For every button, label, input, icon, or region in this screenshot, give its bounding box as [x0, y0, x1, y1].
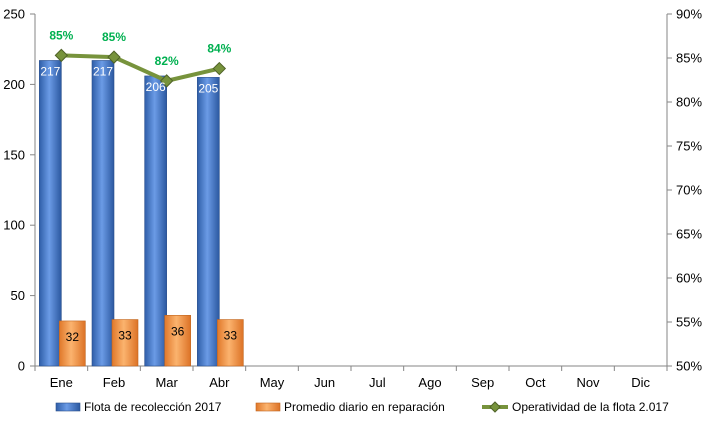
- line-marker-operatividad: [107, 50, 121, 64]
- y-left-tick-label: 50: [11, 288, 25, 303]
- x-tick-label: Jul: [369, 375, 386, 390]
- data-label-reparacion: 36: [171, 324, 185, 338]
- y-left-tick-label: 250: [3, 7, 25, 22]
- y-right-tick-label: 75%: [676, 139, 702, 154]
- data-label-reparacion: 32: [66, 330, 80, 344]
- x-tick-label: Dic: [631, 375, 650, 390]
- bar-reparacion: [164, 315, 191, 367]
- y-right-tick-label: 80%: [676, 95, 702, 110]
- line-marker-operatividad: [54, 48, 69, 63]
- bar-reparacion: [59, 320, 86, 367]
- line-marker-operatividad: [212, 61, 227, 76]
- bar-flota: [197, 77, 220, 367]
- bar-reparacion: [111, 319, 139, 367]
- legend-label-operatividad: Operatividad de la flota 2.017: [512, 400, 669, 414]
- legend-swatch-reparacion: [255, 402, 281, 412]
- data-label-reparacion: 33: [118, 329, 132, 343]
- legend-label-flota: Flota de recolección 2017: [84, 400, 222, 414]
- bar-reparacion: [217, 319, 244, 367]
- bar-flota: [144, 75, 167, 367]
- data-label-operatividad: 84%: [207, 42, 231, 56]
- x-tick-label: Abr: [209, 375, 230, 390]
- bar-flota: [39, 60, 62, 367]
- x-tick-label: Mar: [155, 375, 178, 390]
- data-label-flota: 206: [146, 80, 166, 94]
- x-tick-label: Sep: [471, 375, 494, 390]
- y-right-tick-label: 90%: [676, 7, 702, 22]
- legend-marker-operatividad: [489, 401, 501, 413]
- data-label-flota: 217: [40, 64, 60, 78]
- y-left-tick-label: 0: [18, 359, 25, 374]
- data-label-reparacion: 33: [224, 329, 238, 343]
- legend-label-reparacion: Promedio diario en reparación: [284, 400, 445, 414]
- data-label-flota: 217: [93, 64, 113, 78]
- y-left-tick-label: 200: [3, 77, 25, 92]
- data-label-operatividad: 85%: [102, 30, 126, 44]
- y-right-tick-label: 65%: [676, 227, 702, 242]
- y-right-tick-label: 60%: [676, 271, 702, 286]
- y-left-tick-label: 100: [3, 218, 25, 233]
- y-right-tick-label: 50%: [676, 359, 702, 374]
- y-right-tick-label: 55%: [676, 315, 702, 330]
- x-tick-label: Oct: [525, 375, 546, 390]
- x-tick-label: Jun: [314, 375, 335, 390]
- y-right-tick-label: 85%: [676, 51, 702, 66]
- line-marker-operatividad: [159, 74, 174, 88]
- x-tick-label: Feb: [103, 375, 125, 390]
- y-left-tick-label: 150: [3, 147, 25, 162]
- x-tick-label: Nov: [576, 375, 600, 390]
- line-operatividad: [61, 53, 220, 83]
- x-tick-label: May: [260, 375, 285, 390]
- data-label-flota: 205: [198, 81, 218, 95]
- y-right-tick-label: 70%: [676, 183, 702, 198]
- bar-flota: [91, 60, 115, 367]
- data-label-operatividad: 82%: [155, 54, 179, 68]
- data-label-operatividad: 85%: [49, 28, 73, 42]
- legend-swatch-flota: [55, 402, 81, 412]
- x-tick-label: Ene: [50, 375, 73, 390]
- x-tick-label: Ago: [418, 375, 441, 390]
